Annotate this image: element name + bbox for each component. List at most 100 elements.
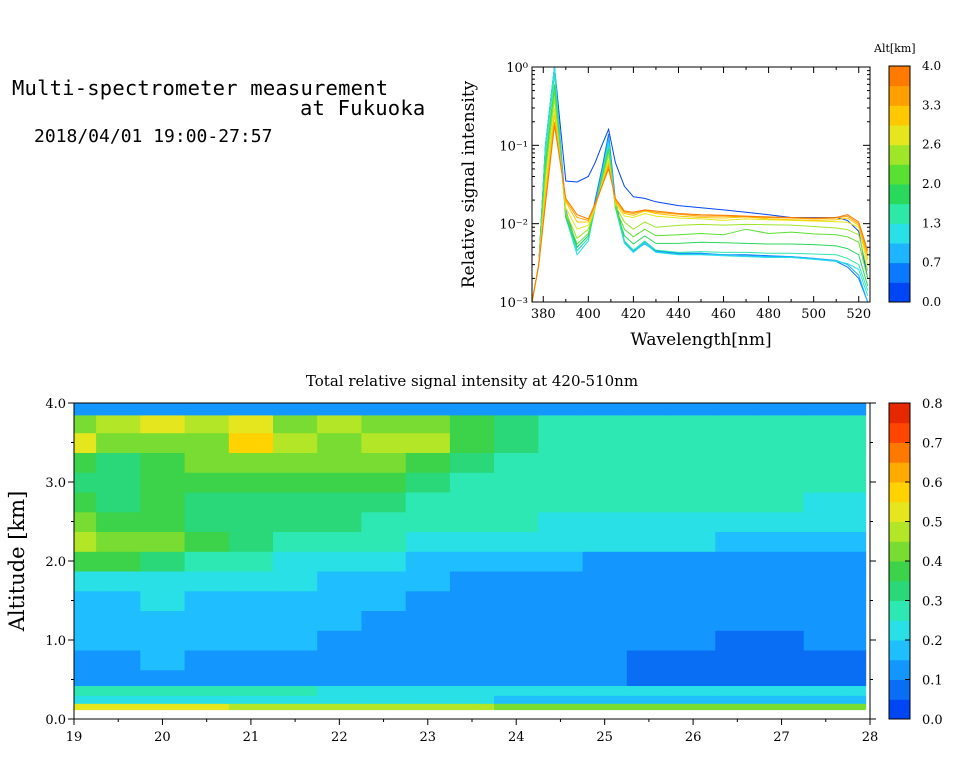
heatmap-cell xyxy=(538,531,584,552)
intensity-colorbar-tick-label: 0.2 xyxy=(922,634,943,649)
heatmap-cell xyxy=(803,570,847,592)
heatmap-cell xyxy=(184,452,230,473)
spectrum-x-tick-label: 380 xyxy=(531,307,556,322)
heatmap-cell xyxy=(671,610,716,631)
heatmap-cell xyxy=(803,491,847,513)
heatmap-y-tick-label: 4.0 xyxy=(45,397,66,412)
heatmap-cell xyxy=(538,669,584,686)
heatmap-cell xyxy=(74,531,97,552)
heatmap-cell xyxy=(449,414,495,434)
heatmap-cell xyxy=(449,403,495,416)
heatmap-cell xyxy=(361,630,407,651)
heatmap-cell xyxy=(405,414,451,434)
heatmap-cell xyxy=(759,570,805,592)
heatmap-cell xyxy=(140,685,186,696)
heatmap-cell xyxy=(317,570,362,592)
heatmap-cell xyxy=(361,551,407,572)
intensity-colorbar-tick-label: 0.3 xyxy=(922,595,943,610)
heatmap-cell xyxy=(361,703,407,711)
heatmap-cell xyxy=(361,695,407,704)
heatmap-cell xyxy=(845,570,867,592)
altitude-colorbar-swatch xyxy=(889,164,910,185)
heatmap-cell xyxy=(803,403,847,416)
heatmap-cell xyxy=(74,414,97,434)
heatmap-cell xyxy=(538,630,584,651)
heatmap-cell xyxy=(405,472,451,493)
heatmap-cell xyxy=(317,531,362,552)
heatmap-cell xyxy=(449,610,495,631)
heatmap-cell xyxy=(626,590,672,611)
heatmap-cell xyxy=(715,695,760,704)
heatmap-cell xyxy=(96,551,141,572)
heatmap-cell xyxy=(845,610,867,631)
heatmap-cell xyxy=(317,669,362,686)
heatmap-cell xyxy=(140,630,186,651)
heatmap-cell xyxy=(626,703,672,711)
heatmap-cell xyxy=(449,511,495,532)
heatmap-cell xyxy=(361,570,407,592)
heatmap-cell xyxy=(845,649,867,671)
intensity-colorbar-swatch xyxy=(889,541,910,562)
heatmap-cell xyxy=(759,669,805,686)
heatmap-cell xyxy=(273,610,318,631)
heatmap-cell xyxy=(405,511,451,532)
heatmap-cell xyxy=(538,551,584,572)
heatmap-cell xyxy=(538,452,584,473)
intensity-colorbar-swatch xyxy=(889,521,910,542)
heatmap-x-tick-label: 27 xyxy=(773,730,790,745)
heatmap-cell xyxy=(273,649,318,671)
heatmap-cell xyxy=(845,703,867,711)
heatmap-cell xyxy=(361,414,407,434)
heatmap-cell xyxy=(759,403,805,416)
heatmap-cell xyxy=(74,695,97,704)
heatmap-cell xyxy=(361,531,407,552)
heatmap-cell xyxy=(626,649,672,671)
heatmap-cell xyxy=(582,649,628,671)
heatmap-cell xyxy=(759,703,805,711)
heatmap-cell xyxy=(96,649,141,671)
heatmap-cell xyxy=(449,491,495,513)
heatmap-x-tick-label: 26 xyxy=(685,730,702,745)
heatmap-cell xyxy=(845,432,867,453)
heatmap-cell xyxy=(405,695,451,704)
heatmap-cell xyxy=(845,403,867,416)
heatmap-cell xyxy=(96,472,141,493)
heatmap-cell xyxy=(74,511,97,532)
heatmap-cell xyxy=(803,703,847,711)
heatmap-cell xyxy=(626,414,672,434)
heatmap-cell xyxy=(582,511,628,532)
heatmap-cell xyxy=(582,414,628,434)
heatmap-cell xyxy=(140,610,186,631)
heatmap-cell xyxy=(582,403,628,416)
heatmap-cell xyxy=(273,669,318,686)
heatmap-cell xyxy=(228,551,274,572)
heatmap-cell xyxy=(582,630,628,651)
heatmap-cell xyxy=(715,610,760,631)
heatmap-cell xyxy=(405,452,451,473)
heatmap-cell xyxy=(449,472,495,493)
heatmap-y-axis-label: Altitude [km] xyxy=(5,491,29,633)
heatmap-cell xyxy=(715,590,760,611)
heatmap-cell xyxy=(317,610,362,631)
intensity-colorbar-swatch xyxy=(889,482,910,503)
heatmap-cell xyxy=(845,414,867,434)
heatmap-cell xyxy=(803,669,847,686)
heatmap-cell xyxy=(626,403,672,416)
heatmap-cell xyxy=(715,551,760,572)
spectrum-series-line xyxy=(532,107,869,302)
heatmap-cell xyxy=(715,491,760,513)
intensity-colorbar-swatch xyxy=(889,659,910,680)
heatmap-cell xyxy=(671,630,716,651)
spectrum-frame xyxy=(531,66,871,303)
heatmap-cell xyxy=(845,590,867,611)
heatmap-cell xyxy=(184,531,230,552)
heatmap-cell xyxy=(759,551,805,572)
heatmap-cell xyxy=(803,610,847,631)
heatmap-cell xyxy=(449,590,495,611)
intensity-colorbar-swatch xyxy=(889,580,910,601)
heatmap-cell xyxy=(582,685,628,696)
heatmap-cell xyxy=(803,472,847,493)
heatmap-cell xyxy=(228,432,274,453)
heatmap-cell xyxy=(803,432,847,453)
heatmap-cell xyxy=(140,669,186,686)
